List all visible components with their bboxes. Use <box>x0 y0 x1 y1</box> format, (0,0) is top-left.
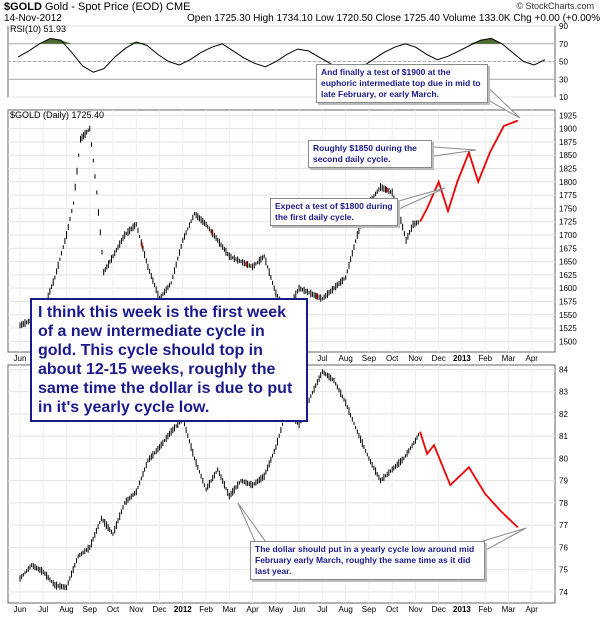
dollar-y-tick: 80 <box>559 454 568 463</box>
dollar-x-tick: Mar <box>222 605 236 614</box>
dollar-x-tick: Apr <box>526 605 539 614</box>
dollar-y-tick: 76 <box>559 543 568 552</box>
symbol-label: $GOLD <box>4 1 42 13</box>
gold-y-tick: 1775 <box>559 191 577 200</box>
gold-x-tick: Apr <box>526 354 539 363</box>
dollar-x-tick: Sep <box>83 605 98 614</box>
gold-y-tick: 1925 <box>559 111 577 120</box>
gold-projection-line <box>419 119 519 223</box>
gold-y-tick: 1575 <box>559 297 577 306</box>
date-label: 14-Nov-2012 <box>4 13 62 24</box>
gold-y-tick: 1800 <box>559 178 577 187</box>
gold-x-tick: Dec <box>432 354 446 363</box>
quote-line: Open 1725.30 High 1734.10 Low 1720.50 Cl… <box>187 13 600 24</box>
gold-y-tick: 1625 <box>559 271 577 280</box>
instrument-description: Gold - Spot Price (EOD) <box>44 1 163 13</box>
gold-x-tick: Jul <box>317 354 327 363</box>
dollar-x-tick: Dec <box>152 605 166 614</box>
gold-x-tick: Nov <box>408 354 422 363</box>
dollar-x-tick: 2012 <box>174 605 192 614</box>
callout-dollar: The dollar should put in a yearly cycle … <box>250 541 485 580</box>
rsi-label: RSI(10) 51.93 <box>10 24 67 34</box>
gold-y-tick: 1650 <box>559 258 577 267</box>
gold-y-tick: 1750 <box>559 204 577 213</box>
callout-1850: Roughly $1850 during the second daily cy… <box>308 140 432 168</box>
dollar-x-tick: Sep <box>362 605 377 614</box>
gold-y-tick: 1675 <box>559 244 577 253</box>
callout-1900: And finally a test of $1900 at the eupho… <box>316 64 488 103</box>
gold-y-tick: 1525 <box>559 324 577 333</box>
rsi-y-tick: 90 <box>559 22 568 31</box>
gold-x-tick: Oct <box>386 354 399 363</box>
dollar-x-tick: Jun <box>14 605 27 614</box>
gold-y-tick: 1500 <box>559 337 577 346</box>
dollar-x-tick: Nov <box>129 605 143 614</box>
dollar-x-tick: Aug <box>59 605 73 614</box>
gold-x-tick: Sep <box>362 354 377 363</box>
gold-y-tick: 1700 <box>559 231 577 240</box>
dollar-x-tick: Apr <box>246 605 259 614</box>
rsi-line <box>17 37 546 75</box>
dollar-x-tick: Mar <box>502 605 516 614</box>
gold-y-tick: 1550 <box>559 311 577 320</box>
dollar-x-tick: Feb <box>199 605 213 614</box>
gold-y-tick: 1875 <box>559 138 577 147</box>
rsi-y-tick: 10 <box>559 93 568 102</box>
gold-y-tick: 1825 <box>559 165 577 174</box>
dollar-x-tick: Jul <box>317 605 327 614</box>
dollar-y-tick: 78 <box>559 499 568 508</box>
dollar-y-tick: 79 <box>559 477 568 486</box>
dollar-y-tick: 75 <box>559 566 568 575</box>
cycle-note-box: I think this week is the first week of a… <box>30 298 308 422</box>
dollar-x-tick: May <box>268 605 283 614</box>
rsi-y-tick: 50 <box>559 58 568 67</box>
dollar-y-tick: 81 <box>559 432 568 441</box>
dollar-projection-line <box>419 431 519 529</box>
dollar-x-tick: Jun <box>293 605 306 614</box>
price-panel-label: $GOLD (Daily) 1725.40 <box>10 110 105 120</box>
dollar-x-tick: 2013 <box>453 605 471 614</box>
gold-y-tick: 1900 <box>559 125 577 134</box>
gold-x-tick: Aug <box>339 354 353 363</box>
rsi-y-tick: 70 <box>559 40 568 49</box>
dollar-y-tick: 84 <box>559 365 568 374</box>
rsi-overbought-fill <box>18 38 545 44</box>
dollar-y-tick: 74 <box>559 588 568 597</box>
gold-x-tick: Mar <box>502 354 516 363</box>
dollar-x-tick: Dec <box>432 605 446 614</box>
dollar-x-tick: Nov <box>408 605 422 614</box>
dollar-x-tick: Aug <box>339 605 353 614</box>
gold-x-tick: Jun <box>14 354 27 363</box>
dollar-x-tick: Oct <box>107 605 120 614</box>
dollar-x-tick: Oct <box>386 605 399 614</box>
symbol-title: $GOLD Gold - Spot Price (EOD) CME <box>4 1 190 13</box>
dollar-y-tick: 82 <box>559 410 568 419</box>
gold-y-tick: 1725 <box>559 218 577 227</box>
rsi-y-tick: 30 <box>559 75 568 84</box>
dollar-y-tick: 83 <box>559 388 568 397</box>
dollar-x-tick: Feb <box>478 605 492 614</box>
gold-x-tick: Feb <box>478 354 492 363</box>
brand-logo: © StockCharts.com <box>516 1 594 11</box>
dollar-x-tick: Jul <box>38 605 48 614</box>
exchange-label: CME <box>166 1 191 13</box>
dollar-y-tick: 77 <box>559 521 568 530</box>
callout-1800: Expect a test of $1800 during the first … <box>270 198 398 226</box>
gold-y-tick: 1850 <box>559 151 577 160</box>
gold-x-tick: 2013 <box>453 354 471 363</box>
gold-y-tick: 1600 <box>559 284 577 293</box>
